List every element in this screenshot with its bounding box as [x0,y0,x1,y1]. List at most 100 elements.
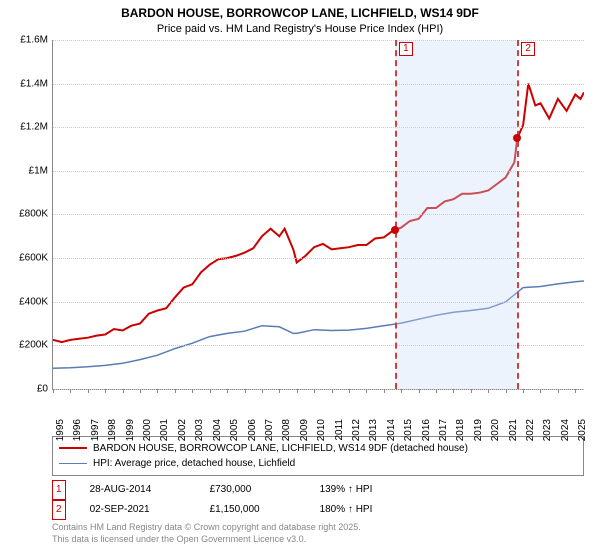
x-tick [506,389,507,393]
x-axis-label: 2018 [455,419,466,455]
x-axis-label: 2019 [473,419,484,455]
x-tick [436,389,437,393]
gridline-y [53,40,584,41]
x-axis-label: 2000 [142,419,153,455]
x-tick [297,389,298,393]
x-tick [210,389,211,393]
x-tick [227,389,228,393]
x-tick [332,389,333,393]
marker-point [391,226,399,234]
x-axis-label: 2001 [159,419,170,455]
chart-title: BARDON HOUSE, BORROWCOP LANE, LICHFIELD,… [8,6,592,22]
x-axis-label: 2011 [334,419,345,455]
credits-line1: Contains HM Land Registry data © Crown c… [52,522,584,534]
chart-area: 12 £0£200K£400K£600K£800K£1M£1.2M£1.4M£1… [52,40,584,430]
chart-plot: 12 [52,40,584,390]
x-tick [471,389,472,393]
x-tick [53,389,54,393]
marker-badge: 1 [399,42,413,56]
x-tick [575,389,576,393]
event-date: 28-AUG-2014 [90,481,210,499]
x-axis-label: 1996 [72,419,83,455]
y-axis-label: £800K [10,209,48,220]
gridline-y [53,171,584,172]
x-tick [384,389,385,393]
x-tick [558,389,559,393]
event-list: 128-AUG-2014£730,000139% ↑ HPI202-SEP-20… [52,480,584,520]
chart-container: BARDON HOUSE, BORROWCOP LANE, LICHFIELD,… [0,0,600,560]
x-tick [523,389,524,393]
x-tick [105,389,106,393]
x-axis-label: 2012 [351,419,362,455]
event-badge: 2 [52,500,66,520]
legend-row: HPI: Average price, detached house, Lich… [59,456,577,471]
x-axis-label: 2016 [421,419,432,455]
x-axis-label: 2010 [316,419,327,455]
event-row: 128-AUG-2014£730,000139% ↑ HPI [52,480,584,500]
x-axis-label: 2017 [438,419,449,455]
event-price: £1,150,000 [210,501,320,519]
gridline-y [53,127,584,128]
x-axis-label: 2013 [368,419,379,455]
marker-badge: 2 [521,42,535,56]
x-axis-label: 2008 [281,419,292,455]
x-tick [157,389,158,393]
x-axis-label: 2023 [542,419,553,455]
x-tick [488,389,489,393]
x-axis-label: 2004 [212,419,223,455]
chart-subtitle: Price paid vs. HM Land Registry's House … [8,22,592,36]
credits: Contains HM Land Registry data © Crown c… [52,522,584,545]
x-axis-label: 2024 [560,419,571,455]
x-tick [453,389,454,393]
x-axis-label: 2020 [490,419,501,455]
event-date: 02-SEP-2021 [90,501,210,519]
y-axis-label: £1.6M [10,34,48,45]
legend-label: HPI: Average price, detached house, Lich… [93,456,295,471]
gridline-y [53,258,584,259]
x-axis-label: 2007 [264,419,275,455]
x-tick [279,389,280,393]
x-tick [245,389,246,393]
x-tick [366,389,367,393]
event-badge: 1 [52,480,66,500]
x-tick [175,389,176,393]
x-axis-label: 2005 [229,419,240,455]
y-axis-label: £0 [10,383,48,394]
x-axis-label: 1995 [55,419,66,455]
y-axis-label: £200K [10,340,48,351]
y-axis-label: £1M [10,165,48,176]
x-tick [540,389,541,393]
x-tick [349,389,350,393]
marker-line [395,40,397,389]
x-axis-label: 1998 [107,419,118,455]
x-axis-label: 2006 [247,419,258,455]
y-axis-label: £400K [10,296,48,307]
x-axis-label: 2025 [577,419,588,455]
x-axis-label: 1999 [125,419,136,455]
x-tick [192,389,193,393]
x-tick [262,389,263,393]
x-tick [314,389,315,393]
event-price: £730,000 [210,481,320,499]
x-axis-label: 2002 [177,419,188,455]
event-hpi: 180% ↑ HPI [320,501,373,519]
y-axis-label: £1.2M [10,122,48,133]
x-tick [140,389,141,393]
gridline-y [53,214,584,215]
x-axis-label: 2009 [299,419,310,455]
x-axis-label: 2014 [386,419,397,455]
credits-line2: This data is licensed under the Open Gov… [52,534,584,546]
gridline-y [53,389,584,390]
x-tick [88,389,89,393]
marker-point [513,134,521,142]
legend-swatch [59,463,87,464]
x-tick [123,389,124,393]
event-row: 2 02-SEP-2021£1,150,000180% ↑ HPI [52,500,584,520]
gridline-y [53,345,584,346]
y-axis-label: £1.4M [10,78,48,89]
x-axis-label: 2003 [194,419,205,455]
x-axis-label: 2015 [403,419,414,455]
x-axis-label: 2022 [525,419,536,455]
marker-line [517,40,519,389]
x-tick [70,389,71,393]
